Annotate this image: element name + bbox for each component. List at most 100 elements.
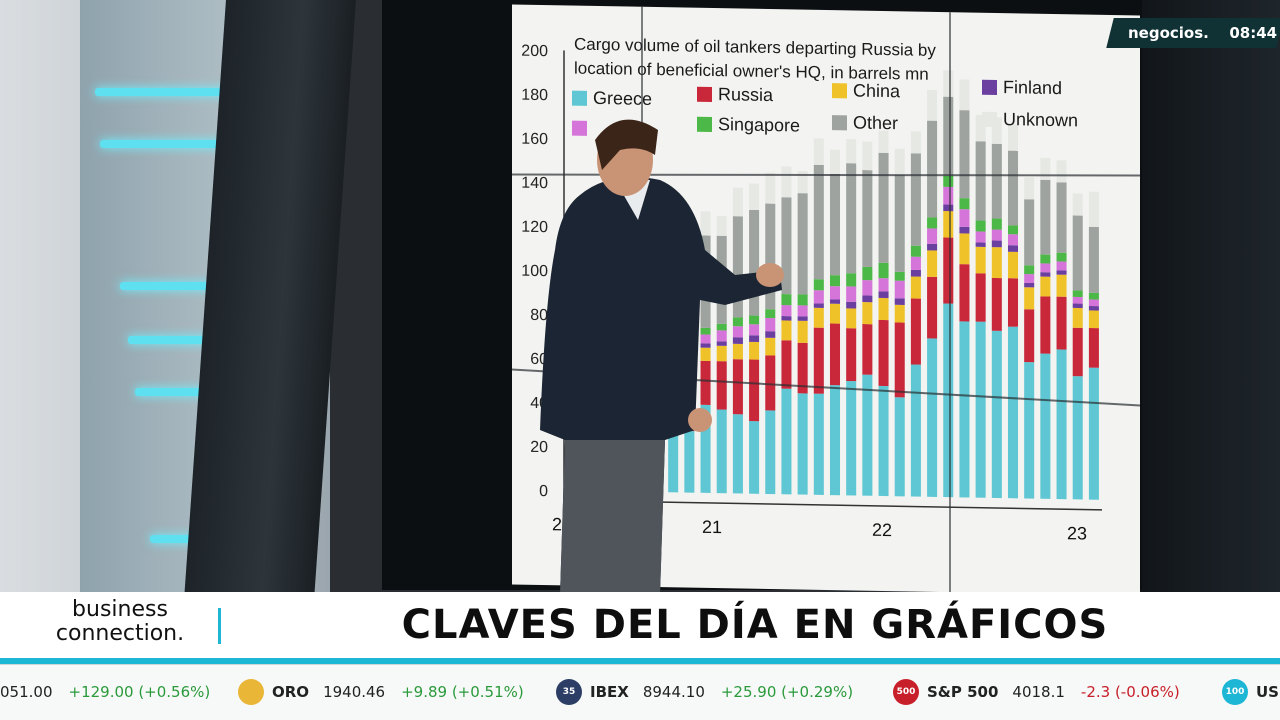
bar-segment [894,304,905,323]
market-logo-icon [238,679,264,705]
bar-segment [1007,225,1019,235]
bar-segment [716,330,727,342]
bar-segment [732,317,743,327]
bar-segment [1040,263,1051,273]
bar-segment [846,286,857,302]
bar-segment [813,393,824,495]
bar-segment [894,397,905,497]
bar-segment [700,360,711,405]
bar-segment [943,211,954,238]
bar-segment [829,173,841,276]
bar-segment [1007,245,1019,252]
bar-segment [1024,287,1035,310]
ticker-name: S&P 500 [927,683,999,701]
chart-title-line-1: Cargo volume of oil tankers departing Ru… [574,35,936,60]
bar-segment [765,331,776,338]
bar-segment [910,153,921,246]
bar-segment [878,278,889,292]
bar-segment [813,138,824,165]
bar-segment [1088,310,1099,329]
bar-segment [991,229,1002,241]
bar-segment [927,338,938,497]
legend-swatch [572,120,587,136]
bar-segment [797,294,808,306]
brand-line-2: connection. [55,621,185,646]
bar-segment [732,337,743,344]
y-tick-label: 160 [521,131,548,148]
bar-segment [797,193,808,295]
bar-segment [1024,362,1035,499]
ticker-item: S&P 500 4018.1 -2.3 (-0.06%) [927,683,1180,701]
bar-segment [959,226,970,234]
bar-segment [1056,252,1067,262]
bar-segment [910,276,921,299]
bar-segment [781,388,792,495]
ticker-change: -2.3 (-0.06%) [1080,683,1180,701]
bar-segment [1007,124,1019,151]
ticker-name: US [1256,683,1279,701]
bar-segment [813,164,824,280]
bar-segment [716,361,727,410]
brand-line-1: business [72,597,168,622]
bar-segment [700,343,711,348]
bar-segment [716,409,727,494]
bar-segment [927,120,938,218]
bar-segment [1007,150,1019,226]
bar-segment [878,262,889,279]
bar-segment [732,326,743,338]
bar-segment [846,138,857,164]
bar-segment [813,307,824,328]
legend-swatch [832,83,847,99]
bar-segment [910,131,921,154]
bar-segment [1072,215,1083,291]
bar-segment [781,305,792,317]
bar-segment [749,421,760,494]
bar-segment [1056,270,1067,275]
bar-segment [1024,265,1035,275]
y-tick-label: 20 [530,439,548,456]
bar-segment [813,303,824,308]
bar-segment [943,237,954,304]
bar-segment [943,70,954,97]
bar-segment [1072,307,1083,328]
studio-dark-wall [1125,0,1280,600]
clock: 08:44 [1229,24,1278,42]
bar-segment [927,89,938,121]
bar-segment [1056,349,1067,500]
x-tick-label: 21 [702,517,722,537]
bar-segment [975,273,986,322]
bar-segment [910,245,921,257]
bar-segment [1056,274,1067,297]
bar-segment [894,271,905,281]
legend-label: Other [853,112,898,133]
bar-segment [862,141,873,171]
bar-segment [1088,292,1099,300]
bar-segment [927,250,938,277]
bar-segment [765,317,776,332]
bar-segment [959,110,970,199]
y-tick-label: 120 [521,219,548,236]
bar-segment [878,291,889,299]
bar-segment [797,393,808,495]
bar-segment [846,308,857,329]
bar-segment [1040,272,1051,277]
x-tick-label: 22 [872,520,892,540]
bar-segment [975,231,986,243]
chart-screen: 200 180 160 140 120 100 80 60 40 20 0 20 21 22 23 Cargo… [512,4,1140,596]
legend-swatch [572,90,587,106]
ticker-item: 051.00 +129.00 (+0.56%) [0,683,210,701]
ticker-change: +9.89 (+0.51%) [401,683,524,701]
bar-segment [700,334,711,344]
bar-segment [716,323,727,331]
bar-segment [797,342,808,394]
bar-segment [991,218,1002,230]
ticker-item: US [1256,683,1280,701]
bar-segment [1040,296,1051,354]
bar-segment [1088,299,1099,307]
bar-segment [846,301,857,309]
bar-segment [700,327,711,335]
bar-segment [862,324,873,375]
bar-segment [927,276,938,339]
channel-name: negocios. [1128,24,1209,42]
bar-segment [765,309,776,319]
